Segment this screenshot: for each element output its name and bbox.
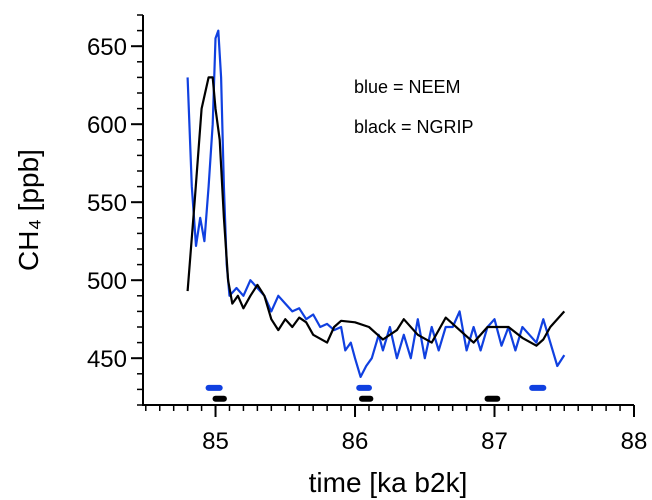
y-axis-label: CH₄ [ppb] <box>13 149 44 271</box>
data-line <box>186 29 566 378</box>
x-tick-label: 86 <box>342 428 369 455</box>
annotation: blue = NEEM <box>354 77 461 97</box>
x-tick-label: 87 <box>481 428 508 455</box>
x-tick-label: 85 <box>202 428 229 455</box>
y-tick-label: 650 <box>87 34 127 61</box>
y-tick-label: 550 <box>87 190 127 217</box>
y-tick-label: 450 <box>87 346 127 373</box>
x-tick-label: 88 <box>621 428 648 455</box>
y-tick-label: 600 <box>87 112 127 139</box>
x-axis-label: time [ka b2k] <box>309 467 468 498</box>
y-tick-label: 500 <box>87 268 127 295</box>
data-line <box>186 76 566 347</box>
annotation: black = NGRIP <box>354 117 474 137</box>
